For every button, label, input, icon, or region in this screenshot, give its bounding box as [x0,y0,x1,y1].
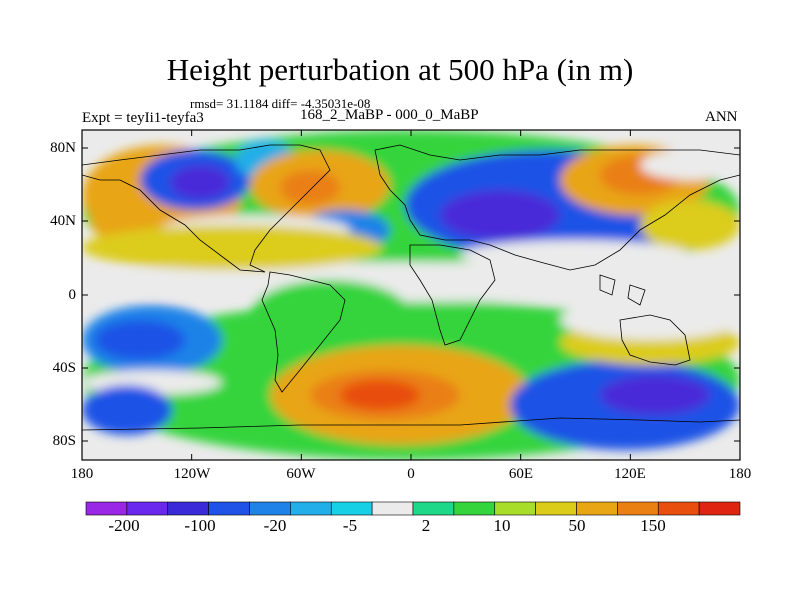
anomaly-region-orange [90,200,140,240]
colorbar-label: -20 [263,516,287,535]
lon-tick-label: 120W [173,466,211,482]
lon-tick-label: 60W [286,466,316,482]
experiment-label: Expt = teyIi1-teyfa3 [82,110,204,126]
colorbar-swatch [657,501,700,516]
colorbar-swatch [453,501,496,516]
colorbar-label: 10 [493,516,511,535]
colorbar-label: 150 [640,516,666,535]
anomaly-region-white [82,262,740,302]
colorbar-swatch [208,501,250,516]
anomaly-region-white [460,240,690,270]
coastline [82,417,740,431]
anomaly-region-strong_neg [95,320,185,360]
lat-tick-label: 40N [50,213,76,229]
lat-tick-label: 80N [50,140,76,156]
colorbar-label: -200 [108,516,140,535]
colorbar-swatch [167,501,209,516]
coastline [627,284,646,306]
lon-tick-label: 180 [70,466,94,482]
anomaly-region-deep_orange [280,170,340,205]
lon-tick-label: 120E [614,466,646,482]
anomaly-region-yellow [640,200,740,250]
rmsd-diff-stats: rmsd= 31.1184 diff= -4.35031e-08 [190,96,371,111]
colorbar-swatch [412,501,455,516]
anomaly-region-green [250,280,410,350]
colorbar-swatch [371,501,414,516]
colorbar-swatch [698,501,741,516]
period-label: 168_2_MaBP - 000_0_MaBP [300,107,479,123]
anomaly-region-deep_neg [600,375,710,415]
continent-outlines [82,144,740,431]
colorbar [85,501,741,516]
coastline [374,144,740,271]
lat-tick-label: 0 [68,287,77,303]
anomaly-region-white [640,150,740,180]
colorbar-swatch [290,501,332,516]
chart-title: Height perturbation at 500 hPa (in m) [166,52,634,87]
anomaly-region-red [340,380,420,410]
anomaly-region-deep_neg [170,165,230,200]
coastline [619,314,691,366]
colorbar-swatch [85,501,128,516]
lon-tick-label: 0 [407,466,415,482]
colorbar-label: 2 [421,516,431,535]
coastline [599,274,616,296]
colorbar-swatch [535,501,577,516]
anomaly-region-deep_neg [440,190,560,240]
anomaly-region-white [560,300,740,340]
colorbar-swatch [126,501,169,516]
lon-tick-label: 60E [508,466,534,482]
colorbar-swatch [330,501,373,516]
coastline [261,271,346,393]
colorbar-label: -5 [342,516,358,535]
anomaly-region-yellow [82,225,382,270]
season-label: ANN [705,109,738,125]
coastline [82,144,331,273]
colorbar-label: -100 [184,516,216,535]
lat-tick-label: 40S [52,360,76,376]
colorbar-swatch [494,501,536,516]
colorbar-swatch [617,501,659,516]
coastline [409,244,496,346]
colorbar-swatch [249,501,291,516]
lon-tick-label: 180 [728,466,752,482]
anomaly-region-strong_neg [82,385,172,435]
lat-tick-label: 80S [52,433,76,449]
contour-field [82,130,740,460]
colorbar-label: 50 [568,516,586,535]
colorbar-swatch [576,501,618,516]
